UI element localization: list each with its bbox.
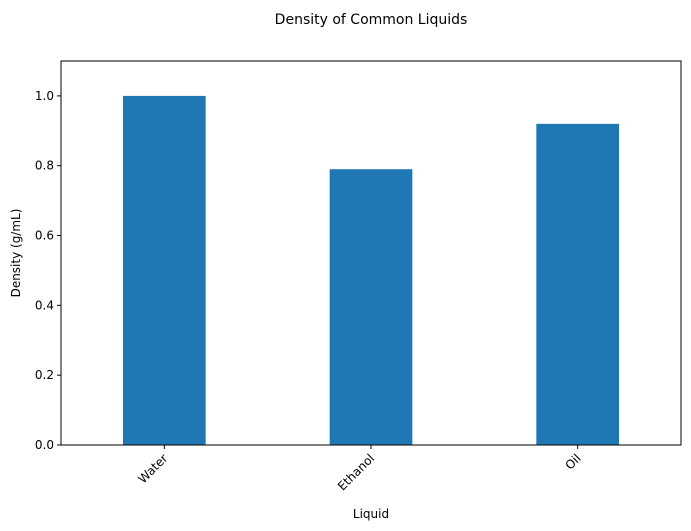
y-axis-ticks: 0.0 0.2 0.4 0.6 0.8 1.0 bbox=[35, 89, 61, 452]
y-tick-label: 0.8 bbox=[35, 159, 54, 173]
bar-ethanol bbox=[329, 169, 413, 445]
y-tick-label: 0.4 bbox=[35, 298, 54, 312]
y-axis-label: Density (g/mL) bbox=[9, 209, 23, 298]
x-axis-label: Liquid bbox=[353, 507, 389, 521]
y-tick-label: 1.0 bbox=[35, 89, 54, 103]
y-tick-label: 0.0 bbox=[35, 438, 54, 452]
y-tick-label: 0.6 bbox=[35, 229, 54, 243]
bars-group bbox=[123, 95, 619, 445]
bar-oil bbox=[536, 123, 619, 445]
chart-title: Density of Common Liquids bbox=[275, 12, 468, 28]
bar-water bbox=[123, 95, 206, 445]
plot-frame bbox=[60, 60, 682, 446]
y-tick-label: 0.2 bbox=[35, 368, 54, 382]
